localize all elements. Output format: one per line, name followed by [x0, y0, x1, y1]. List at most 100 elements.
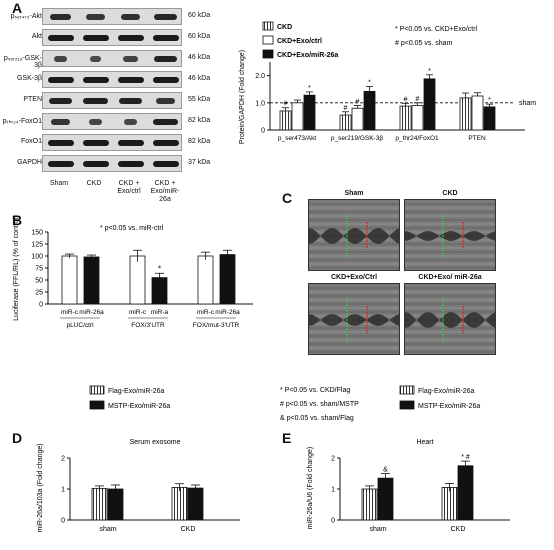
blot-row-label: pₛₑᵣ₂₁₉-GSK-3β — [3, 55, 42, 69]
legend-note-2: # p<0.05 vs. sham — [395, 40, 453, 47]
echo-cavity — [405, 231, 495, 241]
blot-band — [86, 14, 105, 20]
blot-band — [154, 14, 177, 20]
echo-title-sham: Sham — [344, 190, 364, 197]
panel-label-d: D — [12, 430, 23, 446]
significance-mark: # — [416, 96, 420, 103]
x-tick-label: CKD — [181, 526, 196, 533]
x-tick-label: miR-c — [61, 309, 79, 316]
chart-title: Serum exosome — [130, 439, 181, 446]
y-tick-label: 0 — [39, 302, 43, 309]
blot-band — [82, 77, 109, 83]
lane-label-sham: Sham — [49, 180, 69, 187]
significance-note-e-1: * P<0.05 vs. CKD/Flag — [280, 387, 350, 394]
bar — [129, 255, 146, 305]
y-tick-label: 50 — [35, 278, 43, 285]
x-tick-label: miR-26a — [215, 309, 240, 316]
blot-band — [54, 56, 67, 62]
y-tick-label: 2.0 — [255, 73, 265, 80]
bar — [187, 487, 204, 521]
blot-row-kda: 60 kDa — [188, 12, 211, 19]
bar — [91, 487, 108, 521]
echo-panel: Sham CKD CKD+Exo/Ctrl CKD+Exo/ miR-26a — [290, 190, 554, 355]
blot-band — [120, 14, 141, 20]
blot-band — [117, 35, 144, 41]
echo-title-ckd: CKD — [442, 190, 458, 197]
bar — [361, 488, 378, 521]
x-tick-label: miR-a — [151, 309, 169, 316]
group-label: pLUC/ctrl — [66, 322, 94, 329]
blot-band — [82, 35, 109, 41]
blot-band — [152, 140, 179, 146]
significance-note-e-2: # p<0.05 vs. sham/MSTP — [280, 401, 359, 408]
x-tick-label: p_ser473/Akt — [278, 135, 316, 142]
blot-row-kda: 82 kDa — [188, 138, 211, 145]
y-tick-label: 2 — [331, 456, 335, 463]
chart-d-serum: Serum exosome 0 1 2 miR-26a/103a (Fold chang… — [37, 439, 240, 533]
sham-reference-label: sham — [519, 100, 536, 107]
significance-mark: * — [308, 85, 311, 92]
blot-band — [152, 161, 179, 167]
bar — [291, 102, 304, 131]
legend-swatch-3 — [262, 49, 274, 59]
bar — [197, 255, 214, 305]
blot-row-label: pₛₑᵣ₄₇₃-Akt — [10, 13, 42, 20]
blot-row-kda: 55 kDa — [188, 96, 211, 103]
blot-row — [42, 50, 182, 67]
legend-swatch-right-1 — [399, 385, 415, 395]
legend-label-3: CKD+Exo/miR-26a — [277, 52, 338, 59]
bar — [303, 94, 316, 131]
blot-row-kda: 37 kDa — [188, 159, 211, 166]
blot-band — [153, 119, 178, 125]
panel-label-e: E — [282, 430, 292, 446]
significance-mark: & — [383, 467, 388, 474]
x-tick-label: sham — [369, 526, 386, 533]
echo-image-ckd-exo-mir26a — [404, 283, 496, 355]
echo-image-ckd — [404, 199, 496, 271]
blot-row — [42, 113, 182, 130]
legend-swatch-right-2 — [399, 400, 415, 410]
bar — [279, 110, 292, 131]
significance-mark: * — [158, 264, 161, 273]
y-tick-label: 75 — [35, 266, 43, 273]
blot-row-label: GAPDH — [17, 159, 42, 166]
bar — [471, 95, 484, 131]
blot-row-kda: 82 kDa — [188, 117, 211, 124]
echo-title-ckd-exo-ctrl: CKD+Exo/Ctrl — [330, 274, 378, 281]
significance-mark: # — [284, 101, 288, 108]
bar — [457, 465, 474, 521]
blot-band — [82, 161, 109, 167]
legend-label-left-2: MSTP-Exo/miR-26a — [108, 403, 170, 410]
x-tick-label: miR-26a — [79, 309, 104, 316]
x-tick-label: p_thr24/FoxO1 — [395, 135, 439, 142]
chart-title: Heart — [416, 439, 433, 446]
y-axis-label: Luciferase (FFL/RL) (% of control) — [13, 215, 20, 321]
significance-mark: * — [428, 68, 431, 75]
echo-image-ckd-exo-ctrl — [308, 283, 400, 355]
blot-band — [118, 98, 143, 104]
blot-row-label: Akt — [31, 33, 42, 40]
bar — [61, 255, 78, 305]
blot-band — [47, 77, 74, 83]
panel-label-c: C — [282, 190, 293, 206]
chart-b-luciferase: 0 25 50 75 100 125 150 Luciferase (FFL/RL) (% o… — [13, 215, 253, 329]
bar — [83, 256, 100, 305]
x-tick-label: p_ser219/GSK-3β — [331, 135, 383, 142]
y-tick-label: 100 — [31, 254, 43, 261]
x-tick-label: PTEN — [468, 135, 486, 142]
group-label: FOX/3'UTR — [131, 322, 165, 329]
legend-swatch-left-1 — [89, 385, 105, 395]
x-tick-label: CKD — [451, 526, 466, 533]
blot-row-label: pₜₕᵣ₂₄-FoxO1 — [2, 118, 42, 125]
blot-band — [117, 140, 144, 146]
y-axis-label: miR-26a/U6 (Fold change) — [307, 447, 314, 529]
bar — [339, 114, 352, 131]
y-tick-label: 0 — [61, 518, 65, 525]
legend-label-1: CKD — [277, 24, 292, 31]
bar — [171, 487, 188, 521]
blot-band — [82, 140, 109, 146]
blot-band — [47, 35, 74, 41]
blot-row-kda: 46 kDa — [188, 75, 211, 82]
bar — [377, 477, 394, 521]
bar — [399, 105, 412, 131]
